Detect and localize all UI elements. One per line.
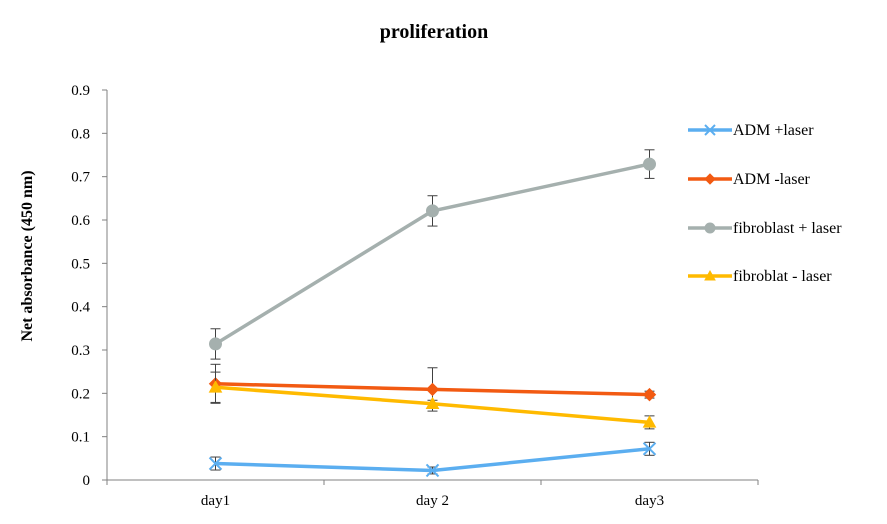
data-point — [425, 396, 440, 410]
data-point — [704, 222, 716, 234]
legend-item: ADM -laser — [688, 171, 811, 188]
data-point-stroke — [208, 456, 223, 471]
series-line — [214, 162, 650, 346]
data-point — [642, 387, 657, 402]
y-tick-label: 0.9 — [71, 83, 90, 99]
x-tick-label: day1 — [201, 493, 230, 509]
data-point — [704, 173, 716, 185]
legend-label: ADM -laser — [733, 171, 811, 188]
data-point — [208, 456, 223, 471]
legend-item: fibroblast + laser — [688, 220, 842, 237]
data-point — [426, 204, 439, 218]
axes — [102, 89, 759, 485]
chart-title: proliferation — [380, 21, 489, 43]
y-tick-labels: 0 0.1 0.2 0.3 0.4 0.5 0.6 0.7 0.8 0.9 — [71, 83, 90, 489]
x-tick-label: day 2 — [416, 493, 449, 509]
legend: ADM +laser ADM -laser fibroblast + laser fi… — [688, 122, 842, 285]
y-tick-label: 0.1 — [71, 430, 90, 446]
data-point — [704, 269, 716, 281]
y-tick-label: 0.8 — [71, 126, 90, 142]
series-layer — [208, 149, 657, 478]
data-point — [643, 157, 656, 171]
data-point — [208, 380, 223, 393]
data-point — [642, 442, 657, 456]
x-tick-label: day3 — [635, 493, 664, 509]
data-point-stroke — [425, 463, 440, 478]
series-1 — [208, 363, 657, 412]
y-tick-label: 0.2 — [71, 386, 90, 402]
data-point — [209, 337, 222, 351]
legend-item: ADM +laser — [688, 122, 814, 139]
y-tick-label: 0.4 — [71, 300, 90, 316]
y-axis-label: Net absorbance (450 nm) — [19, 170, 36, 341]
legend-label: ADM +laser — [733, 122, 814, 139]
series-2 — [209, 149, 656, 360]
y-tick-label: 0.3 — [71, 343, 90, 359]
series-0 — [208, 441, 657, 478]
data-point — [704, 124, 716, 136]
data-point-stroke — [642, 442, 657, 456]
legend-item: fibroblat - laser — [688, 268, 832, 285]
data-point — [425, 382, 440, 397]
data-point — [642, 415, 657, 428]
series-3 — [208, 371, 657, 430]
data-point — [425, 463, 440, 478]
data-point-stroke — [704, 124, 716, 136]
y-tick-label: 0.5 — [71, 256, 90, 272]
legend-label: fibroblat - laser — [733, 268, 832, 285]
x-tick-labels: day1 day 2 day3 — [201, 493, 664, 509]
y-tick-label: 0 — [83, 473, 91, 489]
legend-label: fibroblast + laser — [733, 220, 842, 237]
y-tick-label: 0.7 — [71, 170, 90, 186]
y-tick-label: 0.6 — [71, 213, 90, 229]
